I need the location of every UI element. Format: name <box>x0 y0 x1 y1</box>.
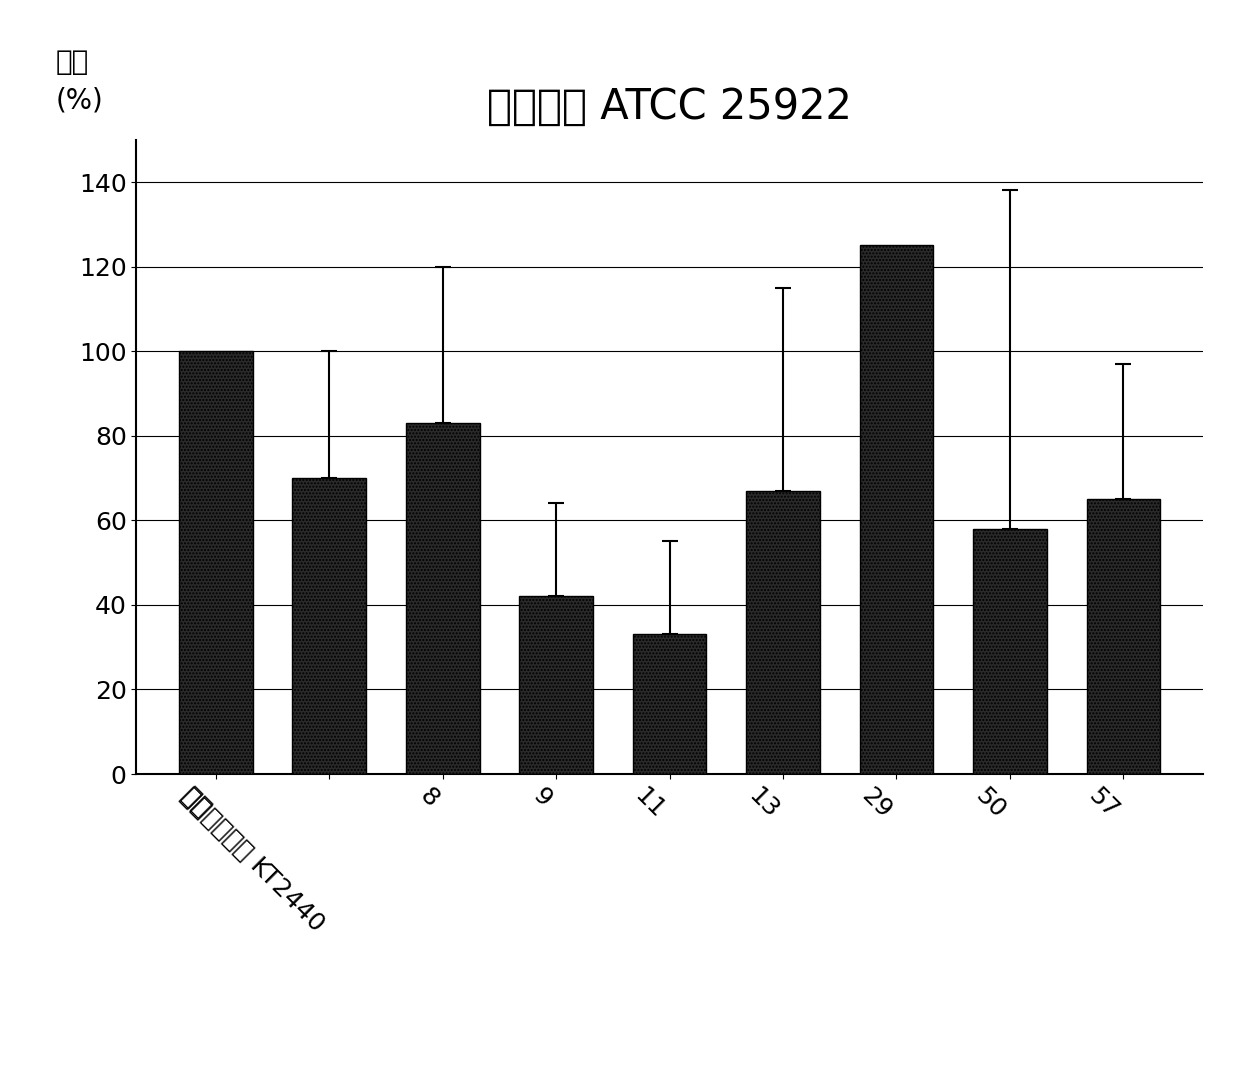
Bar <box>859 245 934 774</box>
Bar <box>632 634 707 774</box>
Title: 大肠杆菌 ATCC 25922: 大肠杆菌 ATCC 25922 <box>487 86 852 128</box>
Bar <box>1086 499 1161 774</box>
Text: (%): (%) <box>56 86 104 114</box>
Bar <box>973 529 1047 774</box>
Text: 生长: 生长 <box>56 48 89 76</box>
Bar <box>746 490 820 774</box>
Bar <box>179 352 253 774</box>
Bar <box>293 478 366 774</box>
Bar <box>520 597 593 774</box>
Bar <box>405 424 480 774</box>
